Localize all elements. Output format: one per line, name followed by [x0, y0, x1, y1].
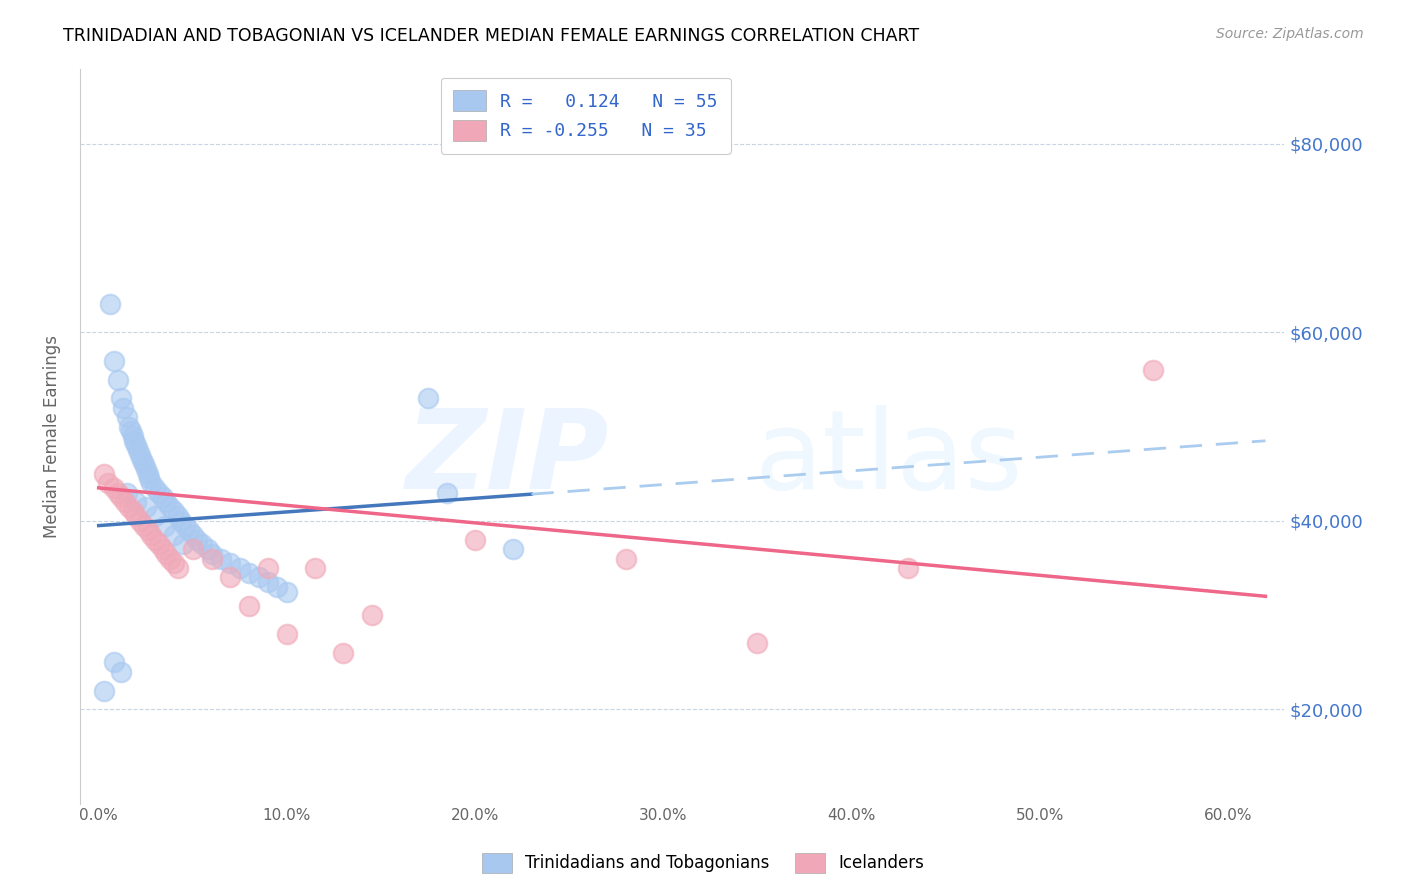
Point [112, 401, 135, 415]
Point [266, 580, 288, 594]
Point [172, 537, 194, 551]
Point [110, 665, 132, 679]
Point [170, 514, 193, 528]
Point [247, 570, 270, 584]
Point [129, 448, 152, 462]
Point [93, 467, 115, 481]
Point [125, 509, 148, 524]
Point [163, 557, 186, 571]
Point [135, 462, 157, 476]
Point [125, 438, 148, 452]
Point [159, 551, 181, 566]
Point [464, 533, 486, 547]
Point [103, 353, 125, 368]
Point [181, 542, 204, 557]
Point [118, 500, 141, 514]
Point [132, 458, 155, 472]
Text: TRINIDADIAN AND TOBAGONIAN VS ICELANDER MEDIAN FEMALE EARNINGS CORRELATION CHART: TRINIDADIAN AND TOBAGONIAN VS ICELANDER … [63, 27, 920, 45]
Point [93, 683, 115, 698]
Point [127, 443, 149, 458]
Point [141, 528, 163, 542]
Point [141, 476, 163, 491]
Point [614, 551, 637, 566]
Point [107, 485, 129, 500]
Point [155, 547, 177, 561]
Point [163, 504, 186, 518]
Point [98, 297, 121, 311]
Point [276, 627, 298, 641]
Point [360, 608, 382, 623]
Point [110, 392, 132, 406]
Point [148, 537, 170, 551]
Point [332, 646, 354, 660]
Point [177, 524, 200, 538]
Point [1142, 363, 1164, 377]
Point [103, 655, 125, 669]
Point [125, 495, 148, 509]
Point [163, 528, 186, 542]
Point [114, 495, 136, 509]
Point [143, 481, 166, 495]
Text: atlas: atlas [755, 405, 1022, 512]
Point [143, 533, 166, 547]
Point [155, 495, 177, 509]
Point [219, 557, 242, 571]
Point [229, 561, 252, 575]
Point [747, 636, 769, 650]
Point [191, 537, 214, 551]
Point [136, 467, 159, 481]
Point [159, 500, 181, 514]
Point [166, 509, 188, 524]
Point [502, 542, 524, 557]
Point [107, 372, 129, 386]
Point [132, 518, 155, 533]
Point [166, 561, 188, 575]
Point [103, 481, 125, 495]
Point [238, 599, 260, 613]
Point [118, 419, 141, 434]
Point [1160, 844, 1182, 858]
Point [152, 542, 174, 557]
Legend: R =   0.124   N = 55, R = -0.255   N = 35: R = 0.124 N = 55, R = -0.255 N = 35 [441, 78, 731, 153]
Point [148, 485, 170, 500]
Y-axis label: Median Female Earnings: Median Female Earnings [44, 334, 60, 538]
Point [136, 524, 159, 538]
Point [219, 570, 242, 584]
Text: Source: ZipAtlas.com: Source: ZipAtlas.com [1216, 27, 1364, 41]
Point [238, 566, 260, 580]
Point [129, 514, 152, 528]
Point [200, 547, 222, 561]
Point [197, 542, 219, 557]
Point [121, 504, 143, 518]
Point [276, 584, 298, 599]
Point [257, 561, 280, 575]
Point [181, 528, 204, 542]
Point [115, 410, 138, 425]
Point [416, 392, 439, 406]
Point [121, 429, 143, 443]
Point [152, 491, 174, 505]
Legend: Trinidadians and Tobagonians, Icelanders: Trinidadians and Tobagonians, Icelanders [475, 847, 931, 880]
Point [97, 476, 120, 491]
Point [115, 485, 138, 500]
Point [138, 471, 160, 485]
Point [131, 452, 153, 467]
Point [143, 509, 166, 524]
Point [174, 518, 197, 533]
Point [186, 533, 208, 547]
Point [897, 561, 920, 575]
Point [124, 434, 146, 448]
Point [110, 491, 132, 505]
Point [153, 518, 176, 533]
Point [200, 551, 222, 566]
Point [304, 561, 326, 575]
Point [257, 575, 280, 590]
Point [135, 500, 157, 514]
Point [209, 551, 232, 566]
Text: ZIP: ZIP [406, 405, 610, 512]
Point [120, 425, 142, 439]
Point [436, 485, 458, 500]
